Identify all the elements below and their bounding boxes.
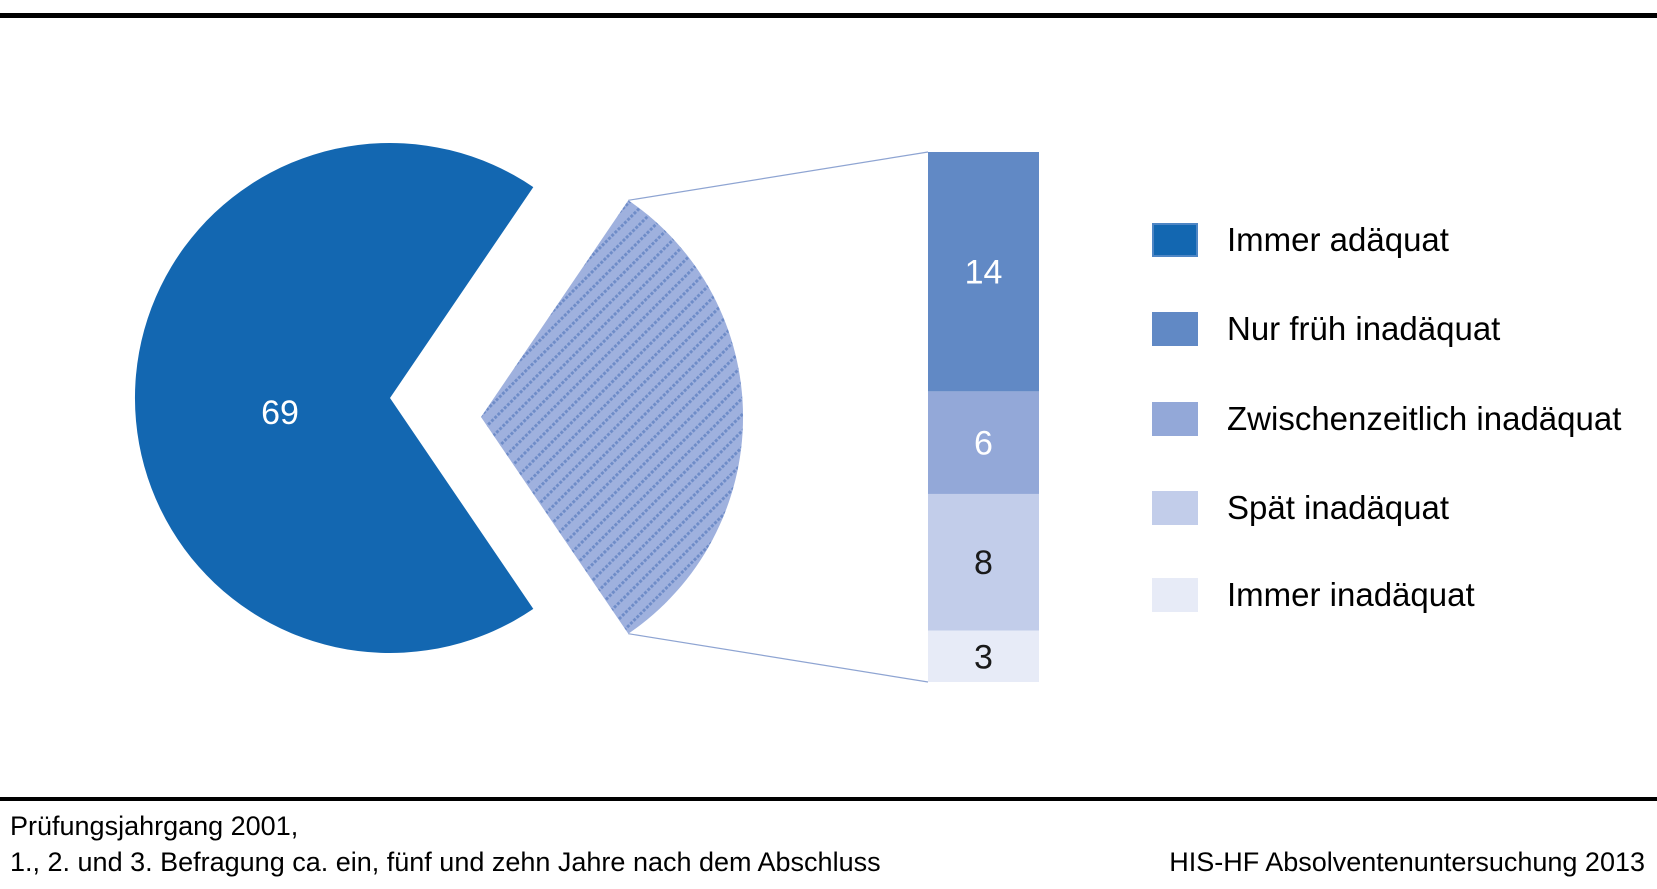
pie-slice bbox=[134, 143, 534, 654]
connector-line-top bbox=[628, 151, 929, 201]
source-note: HIS-HF Absolventenuntersuchung 2013 bbox=[1169, 847, 1645, 877]
bar-value-label: 6 bbox=[974, 425, 993, 463]
legend: Immer adäquat Nur früh inadäquat Zwischenz… bbox=[1152, 223, 1657, 618]
breakout-wedge bbox=[481, 200, 744, 634]
legend-swatch bbox=[1152, 223, 1198, 257]
bar-value-label: 3 bbox=[974, 638, 993, 676]
legend-item: Zwischenzeitlich inadäquat bbox=[1152, 402, 1621, 436]
legend-swatch bbox=[1152, 402, 1198, 436]
bar-value-label: 14 bbox=[965, 254, 1003, 292]
bar-segment bbox=[928, 630, 1039, 682]
bar-segment bbox=[928, 391, 1039, 494]
legend-item: Immer inadäquat bbox=[1152, 578, 1475, 612]
legend-swatch bbox=[1152, 491, 1198, 525]
pie-value-label: 69 bbox=[261, 394, 299, 432]
legend-item: Immer adäquat bbox=[1152, 223, 1449, 257]
footer-rule bbox=[0, 797, 1657, 801]
footnote-line-2: 1., 2. und 3. Befragung ca. ein, fünf un… bbox=[10, 847, 881, 877]
legend-label: Zwischenzeitlich inadäquat bbox=[1227, 400, 1622, 437]
legend-label: Spät inadäquat bbox=[1227, 489, 1450, 526]
legend-swatch bbox=[1152, 312, 1198, 346]
bar-segment bbox=[928, 493, 1039, 631]
bar-of-pie-chart: 69 14 6 8 3 bbox=[134, 143, 1039, 683]
bar-value-label: 8 bbox=[974, 544, 993, 582]
connector-line-bottom bbox=[628, 633, 929, 683]
bar-segment bbox=[928, 152, 1039, 392]
legend-label: Nur früh inadäquat bbox=[1227, 310, 1501, 347]
footnote: Prüfungsjahrgang 2001, 1., 2. und 3. Bef… bbox=[10, 808, 881, 880]
legend-label: Immer adäquat bbox=[1227, 221, 1449, 258]
legend-swatch bbox=[1152, 578, 1198, 612]
legend-item: Nur früh inadäquat bbox=[1152, 312, 1500, 346]
legend-label: Immer inadäquat bbox=[1227, 576, 1475, 613]
legend-item: Spät inadäquat bbox=[1152, 491, 1449, 525]
footnote-line-1: Prüfungsjahrgang 2001, bbox=[10, 811, 299, 841]
top-rule bbox=[0, 13, 1657, 18]
